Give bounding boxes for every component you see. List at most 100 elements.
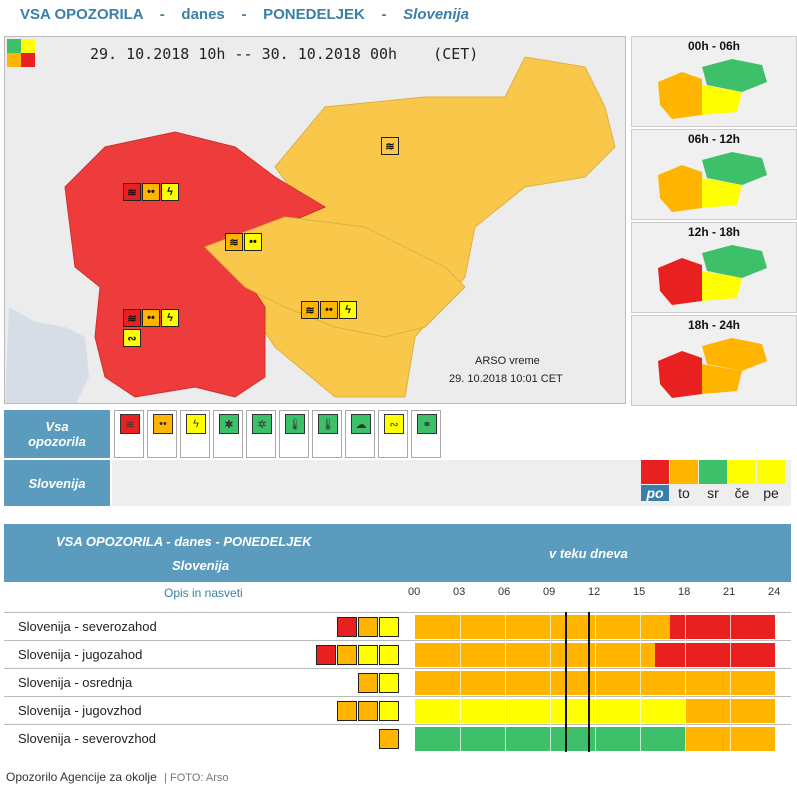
map-rain-icon: •• [142, 183, 160, 201]
row-hazard-icon [337, 617, 357, 637]
thumbnail-map-18-24[interactable]: 18h - 24h [631, 315, 797, 406]
hazard-snow-rain[interactable]: ✲ [246, 410, 276, 458]
snow-rain-icon: ✲ [252, 414, 272, 434]
timeline-segment [415, 643, 655, 667]
hour-tick-label: 18 [678, 586, 691, 598]
thumbnail-map-shape [658, 338, 767, 398]
row-hazard-icon [358, 673, 378, 693]
region-name[interactable]: Slovenija - jugozahod [18, 647, 143, 662]
level-swatch-yellow[interactable] [728, 460, 756, 484]
map-wind-icon: ≋ [225, 233, 243, 251]
hazard-forest-fire[interactable]: ⚭ [411, 410, 441, 458]
hour-tick-label: 03 [453, 586, 466, 598]
level-label-sr[interactable]: sr [707, 485, 719, 501]
map-thunderstorm-icon: ϟ [339, 301, 357, 319]
table-row[interactable]: Slovenija - jugozahod [4, 640, 791, 668]
all-warnings-header: Vsa opozorila [4, 410, 110, 458]
map-rain-icon: •• [142, 309, 160, 327]
grid-line [505, 612, 506, 752]
map-rain-icon: •• [244, 233, 262, 251]
map-thunderstorm-icon: ϟ [161, 183, 179, 201]
hazard-snow[interactable]: ✱ [213, 410, 243, 458]
thumbnail-map-shape [658, 245, 767, 305]
row-hazard-icon [316, 645, 336, 665]
current-time-marker [587, 612, 590, 752]
row-hazard-icon [358, 701, 378, 721]
grid-line [640, 612, 641, 752]
table-row[interactable]: Slovenija - severozahod [4, 612, 791, 640]
region-header: Slovenija [4, 460, 110, 506]
table-header: VSA OPOZORILA - danes - PONEDELJEK Slove… [4, 524, 791, 582]
hour-tick-label: 21 [723, 586, 736, 598]
timeline-segment [415, 615, 670, 639]
region-name[interactable]: Slovenija - jugovzhod [18, 703, 142, 718]
level-swatch-green[interactable] [699, 460, 727, 484]
map-wind-icon: ≋ [381, 137, 399, 155]
map-wind-icon: ≋ [123, 309, 141, 327]
region-name[interactable]: Slovenija - severovzhod [18, 731, 157, 746]
warning-map[interactable]: 29. 10.2018 10h -- 30. 10.2018 00h (CET)… [4, 36, 626, 404]
hour-tick-label: 15 [633, 586, 646, 598]
legend-orange-square [7, 53, 21, 67]
page-title: VSA OPOZORILA - danes - PONEDELJEK - Slo… [20, 6, 470, 23]
photo-source: | FOTO: Arso [164, 772, 229, 784]
row-hazard-icon [337, 645, 357, 665]
source-stamp: ARSO vreme [475, 355, 540, 367]
during-day-label: v teku dneva [549, 546, 628, 561]
hour-tick-label: 24 [768, 586, 781, 598]
level-swatch-orange[interactable] [670, 460, 698, 484]
timeline-segment [655, 643, 775, 667]
current-time-marker [565, 612, 567, 752]
hazard-rain[interactable]: •• [147, 410, 177, 458]
hazard-coastal-event[interactable]: ∾ [378, 410, 408, 458]
hour-tick-label: 12 [588, 586, 601, 598]
hour-tick-label: 00 [408, 586, 421, 598]
grid-line [550, 612, 551, 752]
level-label-ce[interactable]: če [734, 485, 750, 501]
row-hazard-icon [337, 701, 357, 721]
table-row[interactable]: Slovenija - osrednja [4, 668, 791, 696]
snow-icon: ✱ [219, 414, 239, 434]
table-title: VSA OPOZORILA - danes - PONEDELJEK [56, 534, 312, 549]
grid-line [730, 612, 731, 752]
thunderstorm-icon: ϟ [186, 414, 206, 434]
level-label-po[interactable]: po [641, 485, 669, 501]
hour-tick-label: 06 [498, 586, 511, 598]
legend-green-square [7, 39, 21, 53]
hazard-high-temperature[interactable]: 🌡 [279, 410, 309, 458]
thumbnail-map-00-06[interactable]: 00h - 06h [631, 36, 797, 127]
hazard-fog[interactable]: ☁ [345, 410, 375, 458]
timeline-segment [670, 615, 775, 639]
row-hazard-icon [379, 645, 399, 665]
hazard-wind[interactable]: ≋ [114, 410, 144, 458]
row-hazard-icon [358, 617, 378, 637]
map-rain-icon: •• [320, 301, 338, 319]
hazard-thunderstorm[interactable]: ϟ [180, 410, 210, 458]
level-swatch-yellow[interactable] [757, 460, 785, 484]
high-temperature-icon: 🌡 [285, 414, 305, 434]
hazard-low-temperature[interactable]: 🌡 [312, 410, 342, 458]
region-name[interactable]: Slovenija - severozahod [18, 619, 157, 634]
grid-line [685, 612, 686, 752]
map-wind-icon: ≋ [123, 183, 141, 201]
warning-period: 29. 10.2018 10h -- 30. 10.2018 00h (CET) [90, 45, 479, 63]
thumbnail-map-06-12[interactable]: 06h - 12h [631, 129, 797, 220]
grid-line [460, 612, 461, 752]
grid-line [595, 612, 596, 752]
level-label-pe[interactable]: pe [763, 485, 779, 501]
table-row[interactable]: Slovenija - severovzhod [4, 724, 791, 752]
region-name[interactable]: Slovenija - osrednja [18, 675, 133, 690]
description-header[interactable]: Opis in nasveti [164, 586, 243, 600]
table-row[interactable]: Slovenija - jugovzhod [4, 696, 791, 724]
level-label-to[interactable]: to [678, 485, 690, 501]
coastal-event-icon: ∾ [384, 414, 404, 434]
image-caption: Opozorilo Agencije za okolje | FOTO: Ars… [6, 770, 229, 784]
row-hazard-icon [379, 729, 399, 749]
level-swatch-red[interactable] [641, 460, 669, 484]
hour-tick-label: 09 [543, 586, 556, 598]
thumbnail-map-12-18[interactable]: 12h - 18h [631, 222, 797, 313]
row-hazard-icon [379, 673, 399, 693]
wind-icon: ≋ [120, 414, 140, 434]
legend-red-square [21, 53, 35, 67]
map-wind-icon: ≋ [301, 301, 319, 319]
